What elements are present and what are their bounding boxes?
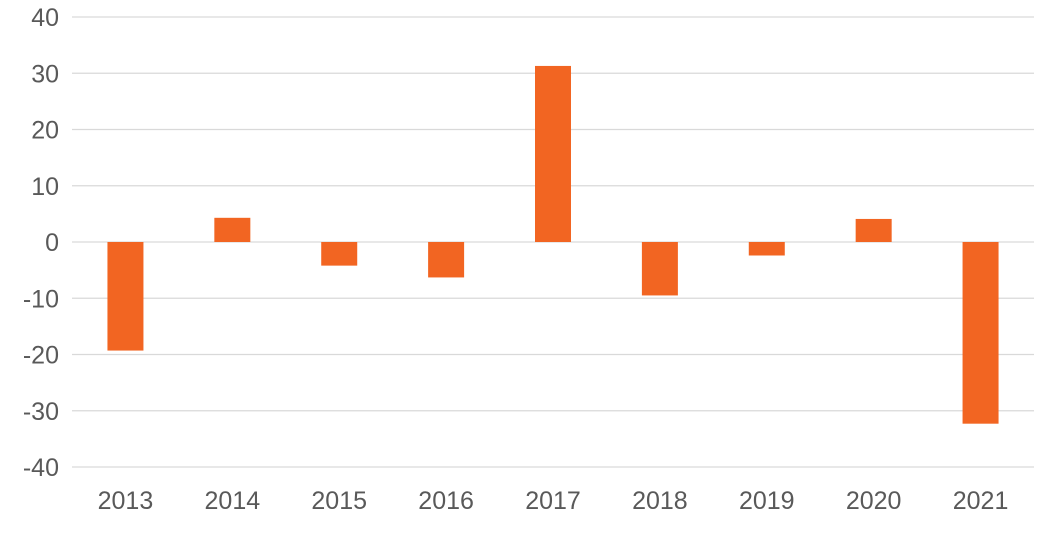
x-axis-tick-labels: 2013 2014 2015 2016 2017 2018 2019 2020 2021 bbox=[98, 487, 1009, 515]
x-tick-label: 2017 bbox=[525, 487, 581, 515]
y-tick-label: -20 bbox=[23, 342, 59, 370]
bar-2017 bbox=[535, 65, 571, 242]
bar-2013 bbox=[107, 242, 144, 351]
y-tick-label: 30 bbox=[31, 60, 59, 88]
y-tick-label: 10 bbox=[31, 173, 59, 201]
bar-2019 bbox=[748, 242, 785, 256]
y-tick-label: -40 bbox=[23, 454, 59, 482]
y-tick-label: 40 bbox=[31, 4, 59, 32]
bar-2014 bbox=[214, 217, 251, 242]
x-tick-label: 2020 bbox=[846, 487, 902, 515]
bar-2020 bbox=[855, 218, 892, 242]
x-tick-label: 2015 bbox=[311, 487, 367, 515]
bar-2015 bbox=[321, 242, 358, 266]
x-tick-label: 2013 bbox=[98, 487, 154, 515]
y-tick-label: 20 bbox=[31, 117, 59, 145]
x-tick-label: 2019 bbox=[739, 487, 795, 515]
y-tick-label: -10 bbox=[23, 285, 59, 313]
bar-2016 bbox=[428, 242, 465, 278]
bar-2018 bbox=[641, 242, 678, 296]
y-tick-label: 0 bbox=[45, 229, 59, 257]
bar-2021 bbox=[962, 242, 999, 424]
bars bbox=[107, 65, 999, 424]
x-tick-label: 2018 bbox=[632, 487, 688, 515]
x-tick-label: 2014 bbox=[205, 487, 261, 515]
y-tick-label: -30 bbox=[23, 398, 59, 426]
x-tick-label: 2016 bbox=[418, 487, 474, 515]
y-axis-tick-labels: 40 30 20 10 0 -10 -20 -30 -40 bbox=[23, 4, 59, 482]
x-tick-label: 2021 bbox=[953, 487, 1009, 515]
